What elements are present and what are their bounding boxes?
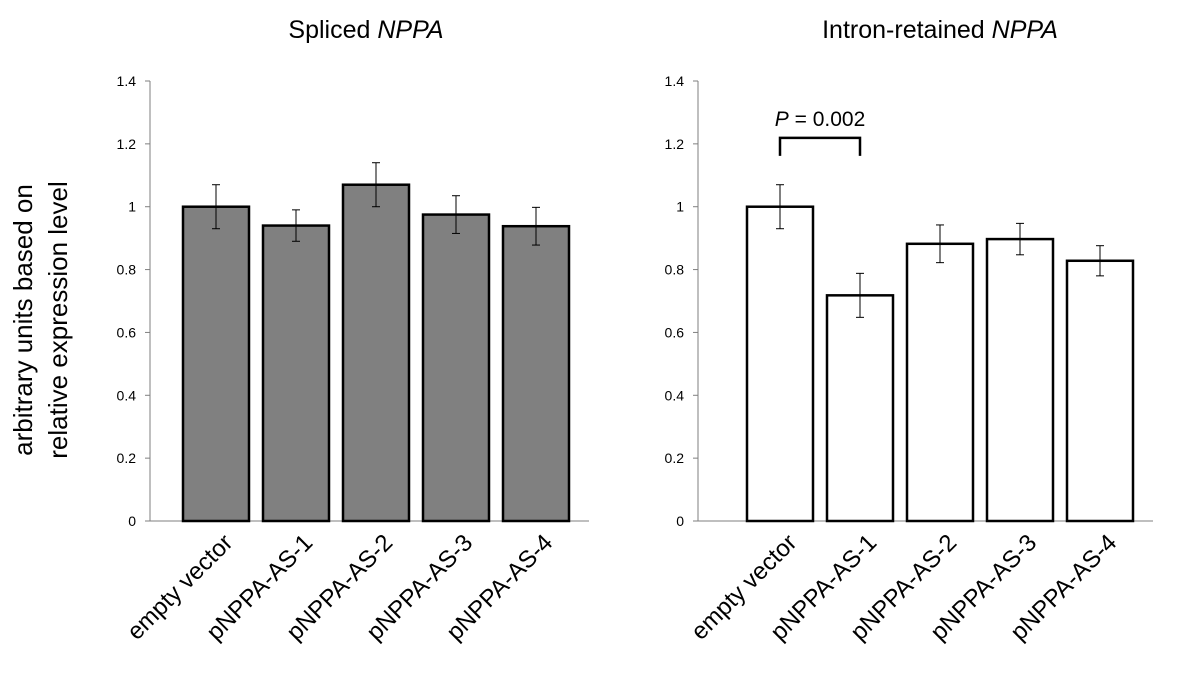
chart-title-gene: NPPA	[992, 16, 1058, 44]
bar	[1065, 259, 1135, 523]
chart-intron-retained-nppa: Intron-retained NPPA 0 0.2 0.4 0.6 0.8 1 1.2 1.4…	[665, 16, 1153, 646]
y-tick-label: 1.4	[665, 73, 685, 89]
y-tick-label: 0.2	[665, 450, 685, 466]
y-tick-label: 1.2	[117, 136, 137, 152]
bar	[181, 205, 251, 523]
y-tick-label: 0.8	[117, 262, 137, 278]
y-tick-label: 1.2	[665, 136, 685, 152]
p-value-symbol: P	[775, 108, 789, 131]
bar	[985, 237, 1055, 523]
y-axis-label: arbitrary units based on relative express…	[8, 181, 73, 458]
y-tick-label: 0.2	[117, 450, 137, 466]
y-tick-label: 0	[128, 513, 136, 529]
p-value-text: = 0.002	[789, 108, 865, 131]
chart-title-text: Spliced	[288, 16, 377, 44]
bar	[905, 242, 975, 523]
y-axis-label-line: relative expression level	[43, 181, 73, 458]
y-tick-label: 0	[676, 513, 684, 529]
bar	[825, 294, 895, 523]
chart-title-gene: NPPA	[377, 16, 443, 44]
y-tick-label: 0.4	[665, 387, 685, 403]
y-tick-label: 1.4	[117, 73, 137, 89]
y-tick-label: 0.6	[665, 324, 685, 340]
y-axis-label-line: arbitrary units based on	[8, 184, 38, 456]
chart-title-text: Intron-retained	[822, 16, 992, 44]
bar	[421, 213, 491, 523]
bar	[341, 183, 411, 523]
bar	[745, 205, 815, 523]
y-tick-label: 0.6	[117, 324, 137, 340]
significance-bracket	[778, 136, 862, 156]
bar	[261, 224, 331, 523]
chart-title: Intron-retained NPPA	[822, 16, 1058, 44]
p-value-label: P = 0.002	[775, 108, 866, 131]
y-tick-label: 0.8	[665, 262, 685, 278]
y-tick-label: 1	[676, 199, 684, 215]
chart-title: Spliced NPPA	[288, 16, 443, 44]
bar	[501, 224, 571, 523]
y-tick-label: 1	[128, 199, 136, 215]
y-tick-label: 0.4	[117, 387, 137, 403]
